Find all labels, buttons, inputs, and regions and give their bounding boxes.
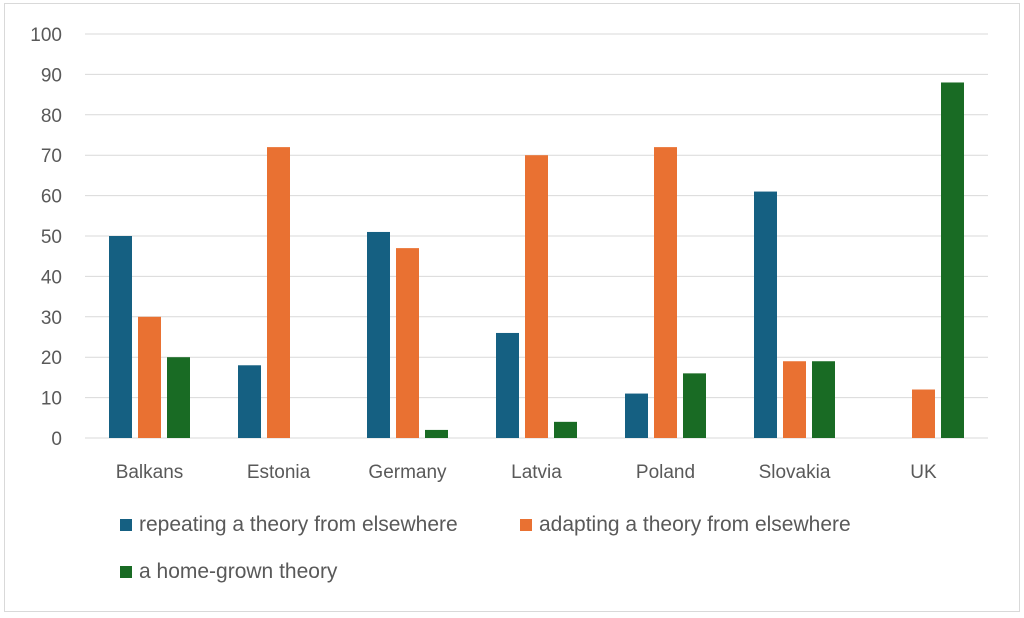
- y-tick-label: 30: [41, 308, 62, 329]
- bar-germany-series-3: [425, 429, 448, 438]
- legend: repeating a theory from elsewhere adaptin…: [120, 513, 851, 583]
- legend-swatch-1: [120, 519, 132, 531]
- legend-label-1: repeating a theory from elsewhere: [139, 513, 458, 536]
- bar-estonia-series-2: [267, 147, 290, 438]
- y-tick-label: 40: [41, 267, 62, 288]
- y-tick-label: 50: [41, 227, 62, 248]
- bar-slovakia-series-3: [812, 361, 835, 438]
- x-axis-ticks: Balkans Estonia Germany Latvia Poland Slovaki…: [116, 462, 937, 483]
- chart-frame: [4, 3, 1020, 612]
- bar-poland-series-3: [683, 373, 706, 438]
- bar-latvia-series-2: [525, 155, 548, 438]
- x-tick-label: Latvia: [511, 462, 562, 483]
- y-tick-label: 90: [41, 65, 62, 86]
- bar-germany-series-1: [367, 231, 390, 438]
- legend-label-3: a home-grown theory: [139, 560, 338, 583]
- bar-balkans-series-3: [167, 357, 190, 438]
- legend-swatch-3: [120, 566, 132, 578]
- x-tick-label: Balkans: [116, 462, 184, 483]
- x-tick-label: UK: [910, 462, 937, 483]
- y-tick-label: 10: [41, 389, 62, 410]
- bar-germany-series-2: [396, 248, 419, 438]
- y-tick-label: 70: [41, 146, 62, 167]
- y-tick-label: 80: [41, 106, 62, 127]
- legend-swatch-2: [520, 519, 532, 531]
- bar-uk-series-3: [941, 82, 964, 438]
- bar-balkans-series-1: [109, 236, 132, 438]
- y-tick-label: 20: [41, 348, 62, 369]
- bars: [109, 82, 964, 438]
- y-tick-label: 60: [41, 187, 62, 208]
- y-tick-label: 0: [51, 429, 62, 450]
- x-tick-label: Poland: [636, 462, 695, 483]
- bar-latvia-series-3: [554, 421, 577, 438]
- y-axis-ticks: 0 10 20 30 40 50 60 70 80 90 100: [30, 25, 62, 450]
- gridlines: [85, 33, 988, 439]
- bar-slovakia-series-1: [754, 191, 777, 438]
- y-tick-label: 100: [30, 25, 62, 46]
- bar-estonia-series-1: [238, 365, 261, 438]
- bar-uk-series-2: [912, 389, 935, 438]
- bar-latvia-series-1: [496, 332, 519, 438]
- x-tick-label: Slovakia: [759, 462, 831, 483]
- x-tick-label: Germany: [368, 462, 447, 483]
- bar-poland-series-1: [625, 393, 648, 438]
- x-tick-label: Estonia: [247, 462, 311, 483]
- legend-label-2: adapting a theory from elsewhere: [539, 513, 851, 536]
- bar-poland-series-2: [654, 147, 677, 438]
- bar-slovakia-series-2: [783, 361, 806, 438]
- bar-balkans-series-2: [138, 316, 161, 438]
